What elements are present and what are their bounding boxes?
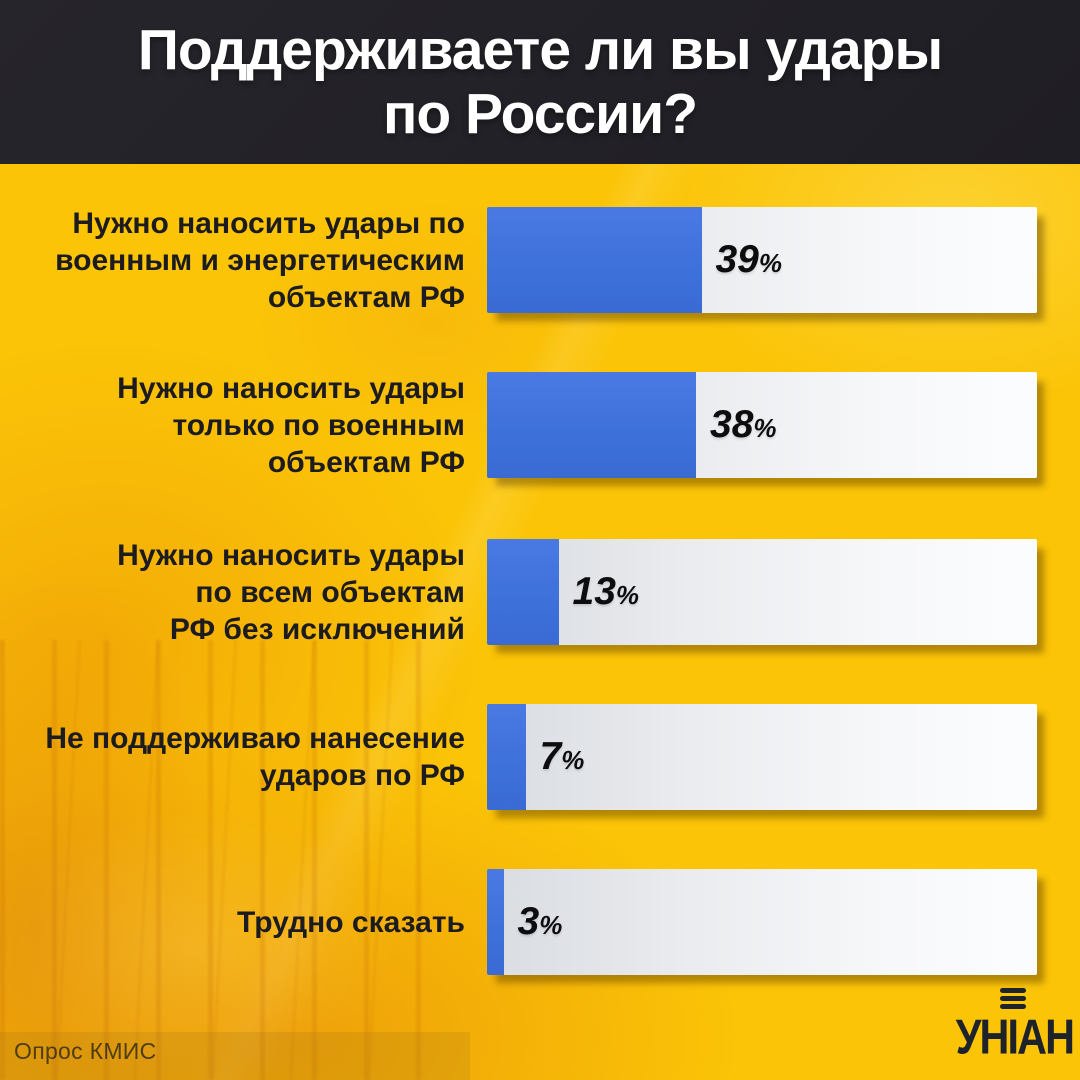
chart-row-1: Нужно наносить удары по военным и энерге… bbox=[0, 206, 1080, 314]
row-label: Трудно сказать bbox=[237, 905, 465, 939]
percent-sign: % bbox=[758, 248, 782, 278]
percent-sign: % bbox=[539, 910, 563, 940]
bar-value-number: 7 bbox=[539, 735, 562, 778]
row-label: Нужно наносить удары только по военным о… bbox=[117, 371, 465, 479]
bar-fill bbox=[487, 704, 526, 810]
bar-value: 39% bbox=[715, 238, 782, 282]
bar-track: 3% bbox=[487, 869, 1037, 975]
bar-fill bbox=[487, 372, 696, 478]
row-label: Нужно наносить удары по всем объектам РФ… bbox=[117, 538, 465, 646]
header: Поддерживаете ли вы удары по России? bbox=[0, 0, 1080, 164]
percent-sign: % bbox=[753, 413, 777, 443]
bar-fill bbox=[487, 207, 702, 313]
bar-fill bbox=[487, 539, 559, 645]
unian-logo: УНІАН bbox=[952, 988, 1075, 1062]
chart-row-4: Не поддерживаю нанесение ударов по РФ 7% bbox=[0, 704, 1080, 810]
bar-track: 39% bbox=[487, 207, 1037, 313]
source-caption: Опрос КМИС bbox=[14, 1038, 157, 1064]
bar-value: 38% bbox=[710, 403, 777, 447]
percent-sign: % bbox=[561, 745, 585, 775]
bar-track: 7% bbox=[487, 704, 1037, 810]
chart-row-5: Трудно сказать 3% bbox=[0, 869, 1080, 975]
bar-track: 38% bbox=[487, 372, 1037, 478]
bar-fill bbox=[487, 869, 504, 975]
bar-value-number: 38 bbox=[710, 403, 754, 446]
page-title: Поддерживаете ли вы удары по России? bbox=[137, 18, 943, 146]
percent-sign: % bbox=[615, 580, 640, 610]
bar-value: 7% bbox=[540, 735, 585, 779]
microphone-icon bbox=[952, 988, 1074, 1009]
chart-row-2: Нужно наносить удары только по военным о… bbox=[0, 371, 1080, 479]
bar-track: 13% bbox=[487, 539, 1037, 645]
row-label: Не поддерживаю нанесение ударов по РФ bbox=[45, 722, 465, 792]
bar-value: 13% bbox=[573, 570, 640, 614]
unian-logo-text: УНІАН bbox=[955, 1009, 1075, 1065]
bar-value-number: 39 bbox=[715, 238, 759, 281]
bar-value-number: 3 bbox=[517, 900, 540, 943]
bar-value: 3% bbox=[518, 900, 563, 944]
bar-value-number: 13 bbox=[572, 570, 616, 613]
row-label: Нужно наносить удары по военным и энерге… bbox=[55, 206, 465, 314]
chart-row-3: Нужно наносить удары по всем объектам РФ… bbox=[0, 538, 1080, 646]
